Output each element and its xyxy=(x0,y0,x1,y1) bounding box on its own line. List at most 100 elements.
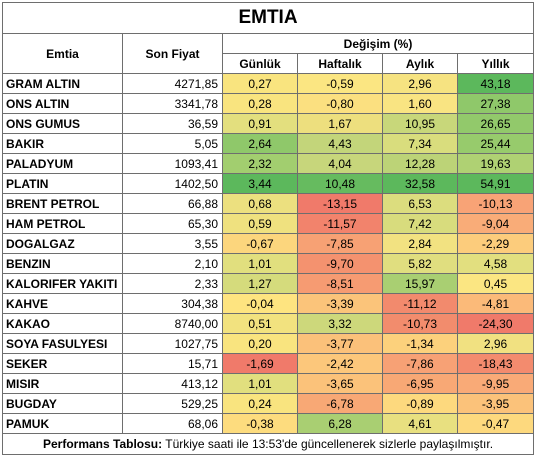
daily-change: 3,44 xyxy=(222,173,298,194)
table-row: PALADYUM 1093,41 2,32 4,04 12,28 19,63 xyxy=(2,153,535,174)
table-row: BRENT PETROL 66,88 0,68 -13,15 6,53 -10,13 xyxy=(2,193,535,214)
weekly-change: 4,04 xyxy=(297,153,383,174)
daily-change: 0,20 xyxy=(222,333,298,354)
last-price: 3,55 xyxy=(122,233,223,254)
yearly-change: 27,38 xyxy=(456,93,535,114)
monthly-change: 7,42 xyxy=(382,213,458,234)
table-row: KALORIFER YAKITI 2,33 1,27 -8,51 15,97 0,45 xyxy=(2,273,535,294)
daily-change: 1,01 xyxy=(222,373,298,394)
footer-text: Türkiye saati ile 13:53'de güncellenerek… xyxy=(162,437,494,451)
weekly-change: 6,28 xyxy=(297,413,383,434)
table-row: DOGALGAZ 3,55 -0,67 -7,85 2,84 -2,29 xyxy=(2,233,535,254)
last-price: 1093,41 xyxy=(122,153,223,174)
monthly-change: 32,58 xyxy=(382,173,458,194)
daily-change: -0,67 xyxy=(222,233,298,254)
commodity-name: ONS ALTIN xyxy=(2,93,123,114)
weekly-change: 1,67 xyxy=(297,113,383,134)
table-row: GRAM ALTIN 4271,85 0,27 -0,59 2,96 43,18 xyxy=(2,73,535,94)
yearly-change: -4,81 xyxy=(456,293,535,314)
weekly-change: -6,78 xyxy=(297,393,383,414)
weekly-change: -13,15 xyxy=(297,193,383,214)
monthly-change: 6,53 xyxy=(382,193,458,214)
weekly-change: -0,80 xyxy=(297,93,383,114)
weekly-change: 10,48 xyxy=(297,173,383,194)
commodity-name: BRENT PETROL xyxy=(2,193,123,214)
yearly-change: -3,95 xyxy=(456,393,535,414)
yearly-change: -18,43 xyxy=(456,353,535,374)
monthly-change: -10,73 xyxy=(382,313,458,334)
commodity-name: SOYA FASULYESI xyxy=(2,333,123,354)
yearly-change: 26,65 xyxy=(456,113,535,134)
commodity-name: MISIR xyxy=(2,373,123,394)
commodity-name: BUGDAY xyxy=(2,393,123,414)
daily-change: -1,69 xyxy=(222,353,298,374)
monthly-change: 7,34 xyxy=(382,133,458,154)
daily-change: 1,27 xyxy=(222,273,298,294)
last-price: 304,38 xyxy=(122,293,223,314)
yearly-change: -10,13 xyxy=(456,193,535,214)
footer-label: Performans Tablosu: xyxy=(42,437,163,451)
commodity-name: ONS GUMUS xyxy=(2,113,123,134)
monthly-change: 2,96 xyxy=(382,73,458,94)
yearly-change: -2,29 xyxy=(456,233,535,254)
commodity-name: DOGALGAZ xyxy=(2,233,123,254)
commodity-name: PALADYUM xyxy=(2,153,123,174)
table-row: ONS ALTIN 3341,78 0,28 -0,80 1,60 27,38 xyxy=(2,93,535,114)
monthly-change: -11,12 xyxy=(382,293,458,314)
table-row: KAKAO 8740,00 0,51 3,32 -10,73 -24,30 xyxy=(2,313,535,334)
table-row: PAMUK 68,06 -0,38 6,28 4,61 -0,47 xyxy=(2,413,535,434)
commodity-name: PAMUK xyxy=(2,413,123,434)
header-daily: Günlük xyxy=(222,53,298,74)
header-price: Son Fiyat xyxy=(122,33,223,74)
yearly-change: 25,44 xyxy=(456,133,535,154)
table-row: HAM PETROL 65,30 0,59 -11,57 7,42 -9,04 xyxy=(2,213,535,234)
weekly-change: -8,51 xyxy=(297,273,383,294)
weekly-change: 3,32 xyxy=(297,313,383,334)
last-price: 3341,78 xyxy=(122,93,223,114)
monthly-change: 1,60 xyxy=(382,93,458,114)
commodity-name: PLATIN xyxy=(2,173,123,194)
last-price: 15,71 xyxy=(122,353,223,374)
commodity-name: KAKAO xyxy=(2,313,123,334)
monthly-change: 5,82 xyxy=(382,253,458,274)
yearly-change: -24,30 xyxy=(456,313,535,334)
monthly-change: -6,95 xyxy=(382,373,458,394)
daily-change: 1,01 xyxy=(222,253,298,274)
yearly-change: 0,45 xyxy=(456,273,535,294)
table-row: BUGDAY 529,25 0,24 -6,78 -0,89 -3,95 xyxy=(2,393,535,414)
yearly-change: 43,18 xyxy=(456,73,535,94)
table-row: BAKIR 5,05 2,64 4,43 7,34 25,44 xyxy=(2,133,535,154)
daily-change: 0,51 xyxy=(222,313,298,334)
daily-change: 0,68 xyxy=(222,193,298,214)
table-row: BENZIN 2,10 1,01 -9,70 5,82 4,58 xyxy=(2,253,535,274)
weekly-change: -3,39 xyxy=(297,293,383,314)
header-change-group: Değişim (%) xyxy=(221,33,535,54)
last-price: 5,05 xyxy=(122,133,223,154)
table-row: KAHVE 304,38 -0,04 -3,39 -11,12 -4,81 xyxy=(2,293,535,314)
table-row: PLATIN 1402,50 3,44 10,48 32,58 54,91 xyxy=(2,173,535,194)
table-title: EMTIA xyxy=(1,2,535,34)
weekly-change: -3,65 xyxy=(297,373,383,394)
table-row: ONS GUMUS 36,59 0,91 1,67 10,95 26,65 xyxy=(2,113,535,134)
last-price: 1027,75 xyxy=(122,333,223,354)
commodity-name: HAM PETROL xyxy=(2,213,123,234)
daily-change: 0,59 xyxy=(222,213,298,234)
daily-change: -0,04 xyxy=(222,293,298,314)
last-price: 413,12 xyxy=(122,373,223,394)
yearly-change: -0,47 xyxy=(456,413,535,434)
last-price: 36,59 xyxy=(122,113,223,134)
daily-change: -0,38 xyxy=(222,413,298,434)
commodity-name: KAHVE xyxy=(2,293,123,314)
commodity-name: SEKER xyxy=(2,353,123,374)
weekly-change: 4,43 xyxy=(297,133,383,154)
yearly-change: 54,91 xyxy=(456,173,535,194)
header-monthly: Aylık xyxy=(382,53,458,74)
weekly-change: -11,57 xyxy=(297,213,383,234)
yearly-change: 2,96 xyxy=(456,333,535,354)
table-body: GRAM ALTIN 4271,85 0,27 -0,59 2,96 43,18 ONS A… xyxy=(2,73,535,434)
last-price: 4271,85 xyxy=(122,73,223,94)
yearly-change: 4,58 xyxy=(456,253,535,274)
last-price: 2,33 xyxy=(122,273,223,294)
